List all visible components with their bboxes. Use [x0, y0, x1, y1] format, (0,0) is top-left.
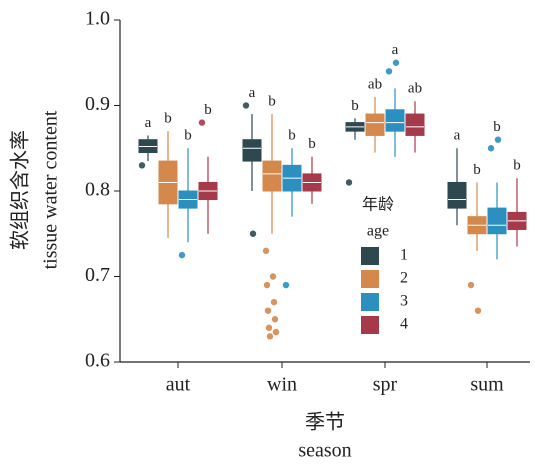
legend-label: 3 — [400, 293, 408, 310]
group-letter: b — [473, 162, 481, 178]
y-tick-label: 0.9 — [85, 93, 110, 115]
group-letter: ab — [368, 76, 382, 92]
group-letter: b — [184, 128, 192, 144]
y-tick-label: 0.8 — [85, 179, 110, 201]
outlier — [282, 281, 290, 289]
group-letter: b — [513, 158, 521, 174]
outlier — [494, 136, 502, 143]
y-label: 软组织含水率 — [9, 130, 32, 250]
box — [385, 109, 405, 132]
y-tick-label: 0.6 — [85, 350, 110, 372]
group-letter: a — [249, 85, 256, 101]
legend-label: 2 — [400, 270, 408, 287]
legend-label: 1 — [400, 247, 408, 264]
box — [405, 113, 425, 136]
outlier — [487, 145, 495, 152]
group-letter: b — [351, 98, 359, 114]
box — [365, 113, 385, 136]
group-letter: b — [164, 111, 172, 127]
outlier — [198, 119, 206, 126]
outlier — [467, 281, 475, 289]
outlier — [474, 307, 482, 314]
group-letter: a — [145, 115, 152, 131]
y-label: tissue water content — [40, 110, 62, 269]
group-letter: b — [204, 102, 212, 118]
x-tick-label: win — [267, 374, 297, 396]
legend-swatch — [361, 293, 379, 311]
legend-title: age — [367, 223, 389, 240]
outlier — [249, 230, 257, 237]
x-label: 季节 — [305, 411, 345, 434]
x-label: season — [298, 440, 351, 462]
box — [262, 160, 282, 192]
outlier — [264, 307, 272, 314]
box — [447, 181, 467, 209]
group-letter: b — [288, 128, 296, 144]
outlier — [269, 273, 277, 280]
outlier — [263, 281, 271, 289]
outlier — [178, 251, 186, 259]
outlier — [265, 324, 273, 331]
outlier — [385, 68, 393, 75]
x-tick-label: sum — [470, 374, 504, 396]
outlier — [242, 102, 250, 109]
legend-label: 4 — [400, 316, 408, 333]
outlier — [345, 179, 353, 186]
outlier — [266, 333, 274, 340]
x-tick-label: aut — [166, 374, 191, 396]
box — [242, 139, 262, 162]
group-letter: a — [454, 128, 461, 144]
legend-swatch — [361, 247, 379, 265]
x-tick-label: spr — [373, 374, 398, 396]
legend-swatch — [361, 270, 379, 288]
legend-title: 年龄 — [362, 196, 394, 214]
outlier — [270, 298, 278, 306]
group-letter: b — [493, 119, 501, 135]
group-letter: ab — [408, 81, 422, 97]
outlier — [138, 162, 146, 169]
group-letter: b — [268, 93, 276, 109]
box — [487, 207, 507, 235]
legend-swatch — [361, 316, 379, 334]
y-tick-label: 0.7 — [85, 264, 110, 286]
y-tick-label: 1.0 — [85, 8, 110, 30]
outlier — [271, 316, 279, 323]
outlier — [262, 247, 270, 255]
group-letter: b — [308, 136, 316, 152]
group-letter: a — [392, 42, 399, 58]
outlier — [392, 59, 400, 66]
outlier — [272, 328, 280, 336]
